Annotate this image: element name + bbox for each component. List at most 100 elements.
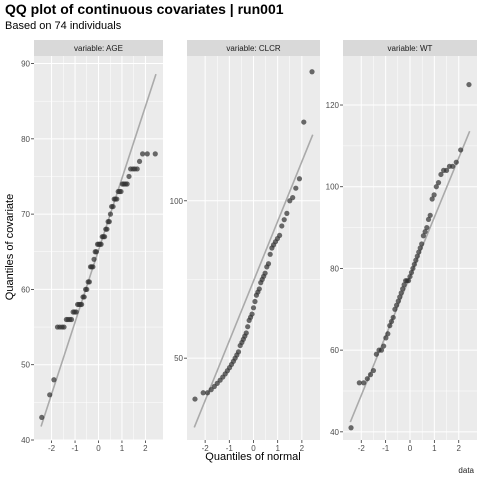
x-tick-label: 0 (96, 444, 101, 453)
qq-point (293, 185, 299, 191)
qq-point (124, 181, 130, 187)
facet-panel-3: -2 -1 0 1 2 40 60 80 100 120 variable: WT (326, 40, 477, 453)
qq-point (420, 233, 426, 239)
qq-point (367, 372, 374, 378)
qq-point (290, 195, 296, 201)
qq-point (410, 265, 416, 272)
qq-point (416, 249, 422, 255)
qq-point (395, 298, 401, 304)
qq-point (93, 249, 99, 255)
qq-point (385, 331, 391, 337)
y-tick-label: 70 (21, 210, 30, 219)
qq-point (414, 253, 420, 259)
qq-reference-line (193, 134, 314, 428)
qq-point (208, 387, 214, 393)
qq-point (427, 212, 433, 218)
qq-point (453, 159, 459, 165)
caption: data (458, 466, 474, 475)
qq-point (245, 324, 251, 330)
facet-strip-label: variable: CLCR (226, 44, 280, 53)
qq-point (98, 241, 104, 247)
qq-point (134, 166, 140, 172)
x-tick-label: -1 (226, 444, 234, 453)
y-tick-label: 120 (326, 101, 340, 110)
qq-point (79, 301, 85, 308)
qq-point (281, 217, 287, 223)
qq-point (192, 396, 198, 402)
qq-point (256, 286, 262, 292)
y-tick-label: 60 (330, 346, 339, 355)
facet-strip-label: variable: WT (388, 44, 433, 53)
x-tick-label: 0 (251, 444, 256, 453)
y-axis-title: Quantiles of covariate (4, 194, 16, 300)
qq-point (383, 335, 389, 341)
qq-point (424, 224, 430, 231)
qq-point (110, 203, 116, 210)
qq-point (450, 163, 456, 169)
qq-point (407, 273, 413, 280)
qq-point (47, 392, 53, 398)
qq-point (101, 234, 108, 240)
qq-point (51, 377, 57, 383)
qq-point (429, 196, 435, 202)
y-tick-label: 100 (326, 183, 340, 192)
qq-point (86, 279, 92, 285)
qq-point (378, 347, 385, 353)
facet-panel-1: -2 -1 0 1 2 40 50 60 70 80 90 variable: AGE (21, 40, 163, 453)
qq-point (106, 219, 112, 225)
qq-point (81, 294, 87, 300)
qq-point (348, 425, 354, 431)
qq-point (422, 229, 428, 235)
qq-point (252, 298, 258, 305)
x-tick-label: -1 (71, 444, 79, 453)
qq-point (118, 188, 124, 195)
qq-point (398, 290, 404, 296)
y-tick-label: 100 (170, 197, 184, 206)
y-tick-label: 50 (21, 361, 30, 370)
qq-point (279, 223, 285, 229)
qq-point (364, 376, 370, 382)
qq-point (90, 264, 96, 270)
qq-point (265, 261, 272, 267)
qq-point (390, 314, 396, 321)
facet-strip-label: variable: AGE (74, 44, 123, 53)
qq-point (84, 286, 90, 293)
chart-title: QQ plot of continuous covariates | run00… (5, 1, 284, 17)
qq-point (397, 294, 403, 300)
qq-point (381, 343, 387, 349)
qq-point (466, 81, 472, 88)
x-tick-label: 2 (143, 444, 148, 453)
qq-point (39, 414, 45, 421)
qq-point (61, 324, 67, 330)
x-tick-label: -2 (48, 444, 56, 453)
y-tick-label: 90 (21, 60, 30, 69)
y-tick-label: 40 (330, 428, 339, 437)
x-tick-label: 1 (275, 444, 280, 453)
qq-point (394, 302, 400, 308)
qq-point (361, 380, 367, 386)
qq-point (431, 192, 437, 198)
x-tick-label: -1 (382, 444, 390, 453)
qq-point (373, 351, 379, 357)
qq-point (392, 306, 398, 312)
qq-point (413, 257, 419, 263)
facet-strip (187, 40, 320, 56)
qq-point (136, 158, 143, 165)
qq-point (104, 226, 110, 232)
x-tick-label: -2 (358, 444, 366, 453)
qq-point (68, 316, 75, 323)
qq-point (388, 318, 395, 325)
qq-point (262, 270, 268, 276)
qq-point (400, 286, 406, 292)
x-tick-label: 0 (408, 444, 413, 453)
qq-point (433, 184, 439, 190)
qq-point (309, 69, 315, 75)
chart-subtitle: Based on 74 individuals (5, 20, 122, 32)
qq-point (370, 367, 377, 374)
facet-strip (34, 40, 163, 56)
y-tick-label: 50 (174, 354, 183, 363)
facet-strip (343, 40, 477, 56)
x-tick-label: 2 (300, 444, 305, 453)
qq-point (107, 211, 114, 217)
